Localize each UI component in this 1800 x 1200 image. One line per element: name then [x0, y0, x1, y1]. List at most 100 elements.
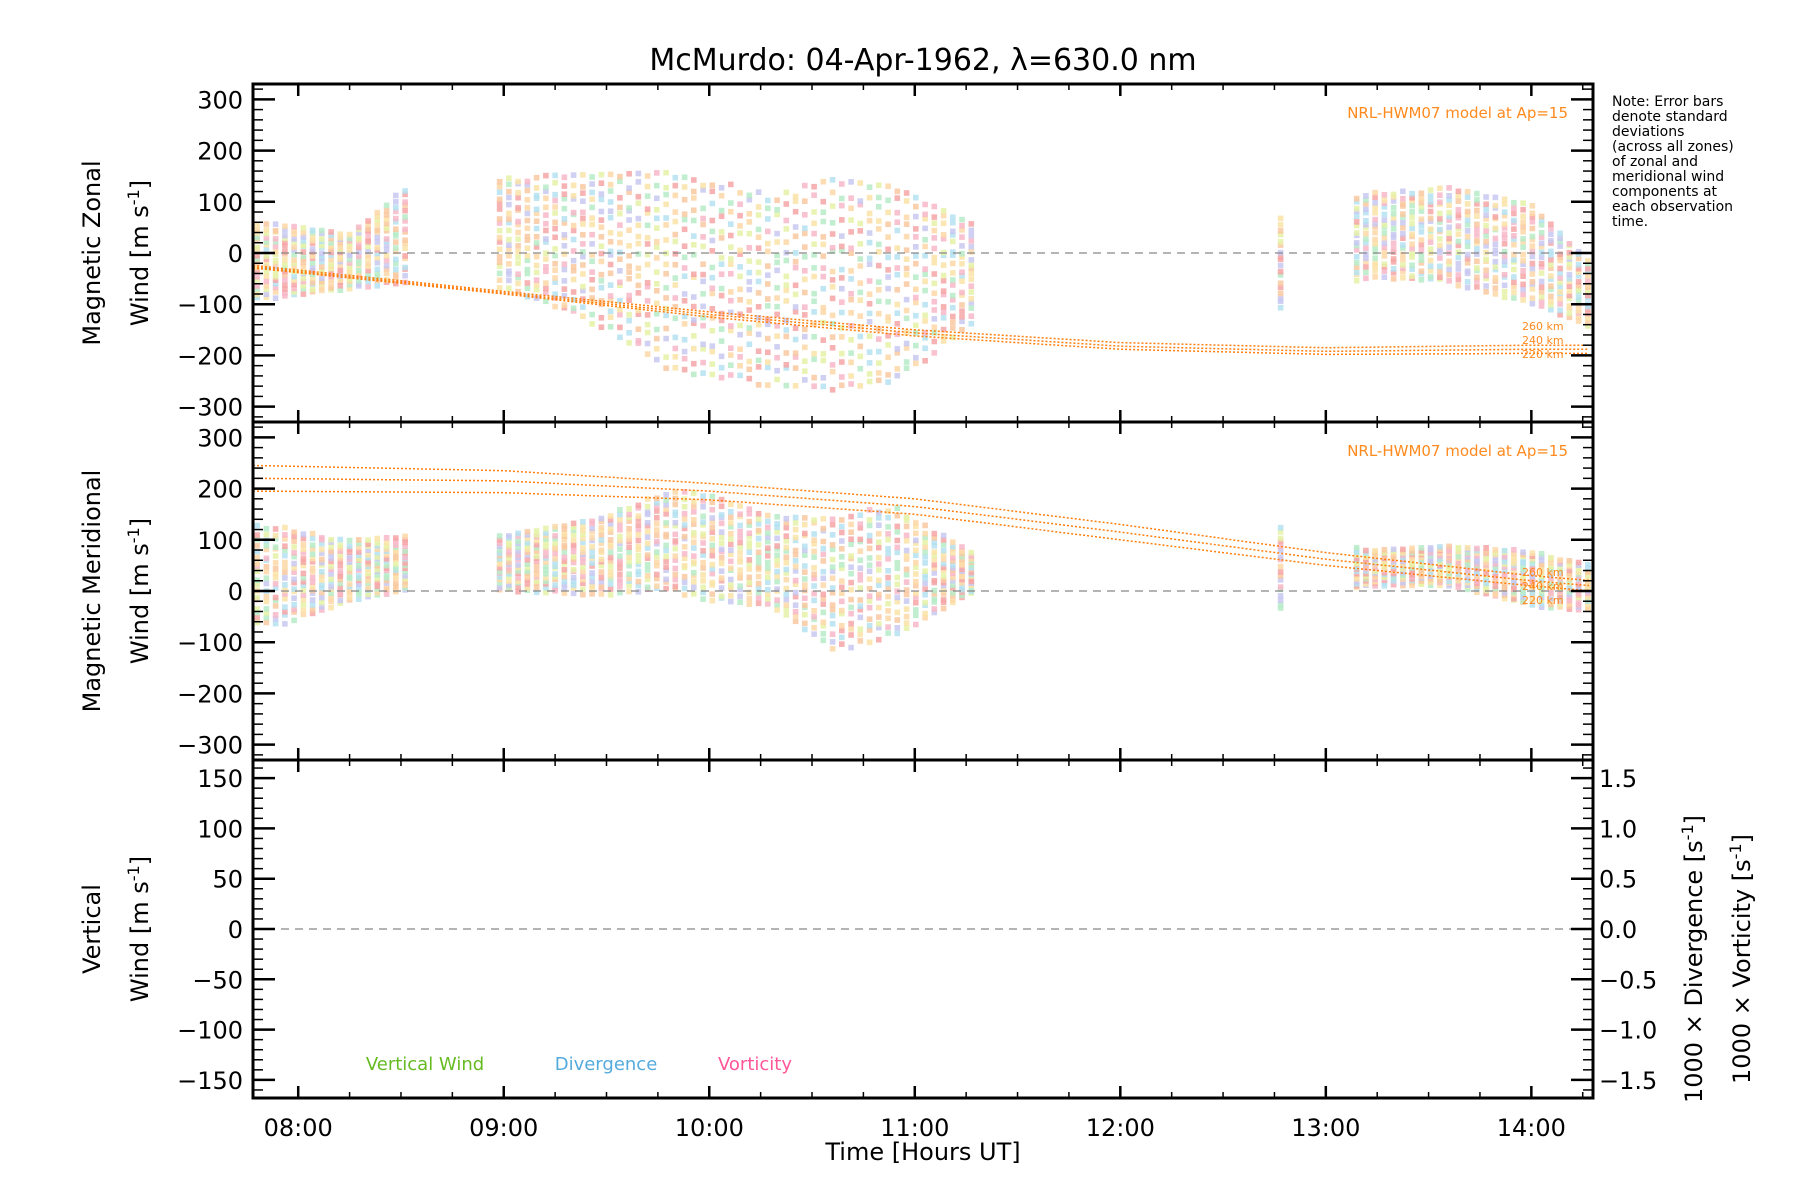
wind-marker: [1483, 267, 1489, 274]
wind-marker: [607, 270, 614, 277]
wind-marker: [940, 272, 947, 279]
wind-marker: [922, 211, 928, 218]
wind-marker: [690, 371, 697, 378]
wind-marker: [533, 286, 540, 293]
wind-marker: [912, 578, 919, 585]
wind-marker: [1464, 251, 1471, 258]
wind-marker: [848, 604, 854, 611]
wind-marker: [838, 202, 845, 209]
wind-marker: [875, 544, 882, 551]
wind-marker: [755, 245, 762, 251]
wind-marker: [922, 544, 928, 550]
wind-marker: [272, 257, 279, 264]
wind-marker: [718, 496, 725, 503]
y-tick-label: −200: [177, 342, 243, 370]
wind-marker: [811, 607, 817, 614]
wind-marker: [263, 227, 270, 233]
wind-marker: [672, 218, 679, 225]
wind-marker: [263, 563, 270, 570]
wind-marker: [903, 190, 910, 196]
wind-marker: [903, 281, 910, 287]
wind-marker: [653, 356, 660, 363]
wind-marker: [1529, 260, 1536, 267]
wind-marker: [792, 382, 799, 389]
wind-marker: [272, 269, 279, 276]
wind-marker: [263, 614, 270, 621]
wind-marker: [1464, 284, 1471, 291]
wind-marker: [681, 366, 688, 373]
wind-marker: [690, 584, 697, 591]
wind-marker: [801, 344, 808, 351]
wind-marker: [1455, 198, 1462, 204]
wind-marker: [663, 261, 669, 268]
wind-marker: [663, 285, 669, 291]
wind-marker: [783, 612, 790, 618]
wind-marker: [700, 577, 706, 584]
wind-marker: [903, 271, 910, 278]
wind-marker: [718, 353, 725, 360]
wind-marker: [506, 261, 512, 267]
wind-marker: [1464, 217, 1471, 224]
wind-marker: [543, 256, 549, 262]
wind-marker: [783, 327, 790, 333]
wind-marker: [894, 594, 901, 601]
wind-marker: [626, 217, 632, 223]
wind-marker: [263, 598, 270, 605]
wind-marker: [912, 530, 919, 537]
wind-marker: [561, 293, 568, 299]
wind-marker: [1566, 283, 1573, 290]
wind-marker: [1520, 267, 1526, 274]
wind-marker: [838, 622, 845, 629]
wind-marker: [940, 309, 947, 316]
wind-marker: [263, 568, 270, 575]
wind-marker: [681, 211, 688, 217]
wind-marker: [746, 279, 753, 285]
wind-marker: [903, 307, 910, 314]
wind-marker: [1520, 251, 1526, 258]
wind-marker: [653, 532, 660, 538]
wind-marker: [337, 597, 344, 604]
wind-marker: [355, 267, 362, 274]
wind-marker: [607, 171, 614, 178]
wind-marker: [1409, 273, 1415, 280]
wind-marker: [875, 539, 882, 546]
wind-marker: [885, 234, 891, 240]
wind-marker: [663, 184, 669, 191]
wind-marker: [374, 266, 381, 273]
wind-marker: [709, 570, 716, 577]
wind-marker: [355, 253, 362, 260]
wind-marker: [875, 591, 882, 598]
wind-marker: [820, 558, 827, 564]
wind-marker: [885, 379, 891, 385]
wind-marker: [1446, 230, 1452, 236]
wind-marker: [681, 503, 688, 510]
wind-marker: [1277, 592, 1284, 599]
wind-marker: [931, 570, 938, 576]
wind-marker: [764, 349, 771, 356]
wind-marker: [1575, 261, 1582, 268]
wind-marker: [968, 295, 975, 302]
wind-marker: [912, 342, 919, 349]
wind-marker: [755, 357, 762, 364]
wind-marker: [931, 556, 938, 563]
wind-marker: [318, 227, 325, 234]
wind-marker: [857, 638, 864, 644]
wind-marker: [1529, 218, 1536, 225]
wind-marker: [774, 557, 780, 564]
wind-marker: [690, 294, 697, 300]
wind-marker: [718, 229, 725, 235]
wind-marker: [506, 216, 512, 222]
wind-marker: [820, 575, 827, 582]
wind-marker: [792, 308, 799, 315]
wind-marker: [1501, 294, 1508, 301]
wind-marker: [561, 531, 568, 537]
wind-marker: [589, 269, 595, 275]
wind-marker: [644, 503, 651, 510]
wind-marker: [635, 588, 642, 595]
wind-marker: [272, 620, 279, 627]
wind-marker: [700, 547, 706, 554]
wind-marker: [272, 221, 279, 227]
wind-marker: [774, 333, 780, 340]
